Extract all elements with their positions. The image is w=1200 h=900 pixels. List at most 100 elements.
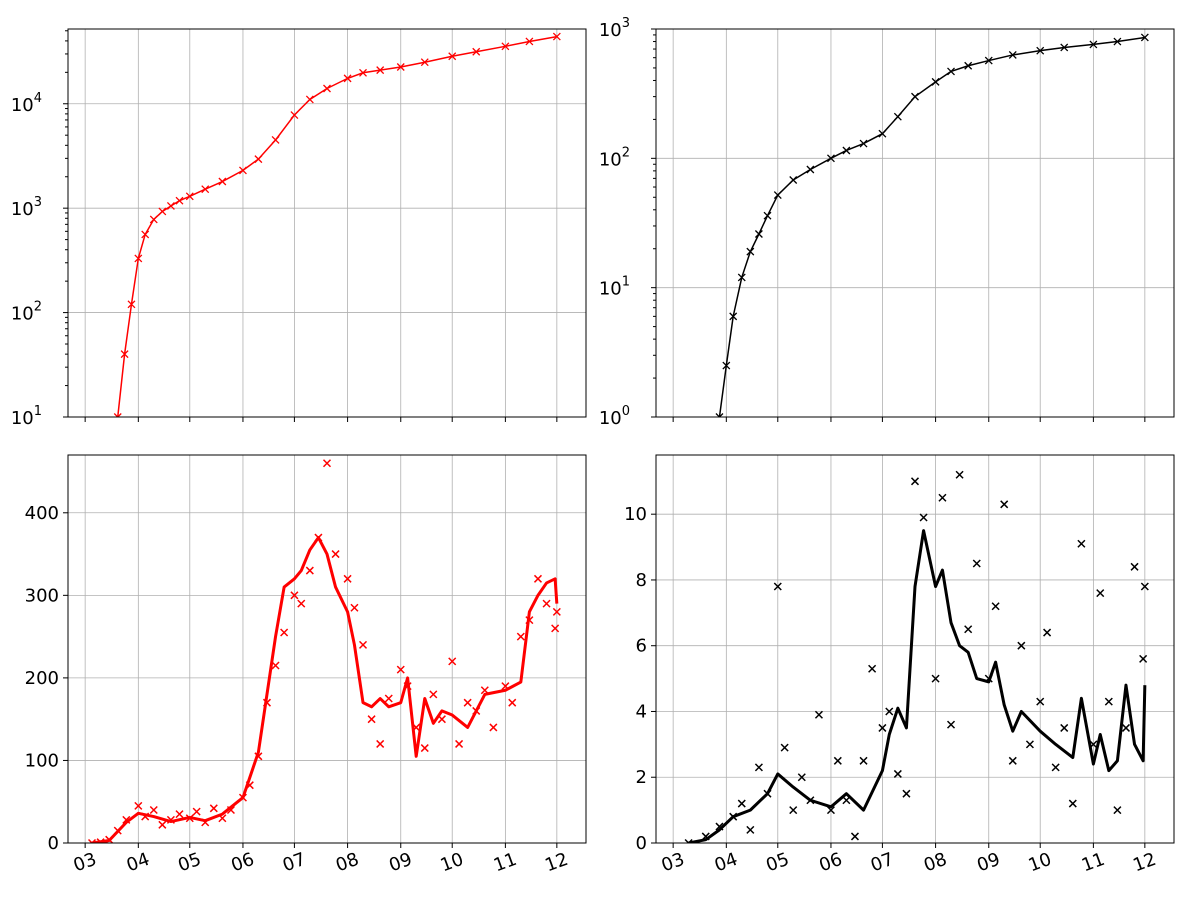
data-point-marker: [814, 710, 823, 719]
panel-bottom-right-daily: 03 04 05 06 07 08 09 10 11 12 0 2 4 6 8 10: [624, 454, 1175, 877]
y-tick-label: 10: [624, 504, 647, 525]
data-point-marker: [149, 805, 158, 815]
data-point-marker: [1089, 40, 1098, 49]
data-point-marker: [1008, 756, 1017, 765]
data-point-marker: [343, 574, 352, 583]
data-point-marker: [910, 477, 920, 486]
data-point-marker: [972, 559, 981, 568]
axes-frame: [67, 28, 587, 418]
data-point-marker: [175, 810, 184, 819]
data-point-marker: [305, 95, 314, 104]
data-point-marker: [463, 698, 472, 707]
y-tick-label: 103: [11, 195, 42, 220]
data-point-marker: [376, 739, 385, 748]
x-tick-label: 06: [816, 849, 845, 877]
x-tick-label: 03: [71, 849, 100, 877]
y-tick-label: 0: [636, 833, 647, 854]
data-point-marker: [489, 723, 498, 732]
data-point-marker: [141, 230, 150, 239]
data-point-marker: [773, 582, 782, 591]
data-point-marker: [1008, 50, 1017, 59]
x-tick-label: 09: [386, 849, 415, 877]
panel-bottom-left-daily: 03 04 05 06 07 08 09 10 11 12 0 100 200 300 400: [25, 454, 587, 877]
x-tick-label: 03: [659, 849, 688, 877]
data-point-marker: [127, 300, 136, 309]
data-point-marker: [455, 739, 464, 748]
data-point-marker: [120, 350, 129, 359]
data-point-marker: [359, 68, 367, 77]
data-point-marker: [516, 632, 525, 641]
data-point-marker: [715, 413, 724, 417]
data-point-marker: [991, 602, 1000, 611]
rolling-average-line: [688, 529, 1147, 843]
y-tick-label: 100: [25, 750, 59, 771]
data-point-marker: [946, 720, 956, 729]
data-point-marker: [87, 838, 97, 843]
data-point-marker: [893, 112, 902, 121]
data-point-marker: [343, 74, 352, 83]
data-point-marker: [238, 166, 247, 175]
y-tick-label: 6: [636, 636, 647, 657]
x-tick-label: 05: [175, 849, 204, 877]
data-point-marker: [552, 32, 561, 41]
y-tick-label: 0: [48, 833, 59, 854]
data-point-marker: [297, 599, 306, 608]
data-point-marker: [826, 154, 835, 163]
data-point-marker: [134, 254, 143, 263]
data-point-marker: [149, 215, 158, 224]
y-tick-label: 102: [11, 300, 42, 325]
panel-top-right-cumulative-log: 100 101 102 103: [599, 16, 1175, 429]
data-point-marker: [842, 146, 851, 155]
data-point-marker: [859, 139, 868, 148]
y-tick-label: 300: [25, 585, 59, 606]
data-point-marker: [833, 756, 842, 765]
data-point-marker: [1096, 589, 1105, 598]
data-point-marker: [271, 661, 280, 670]
data-point-marker: [1113, 37, 1122, 46]
data-point-marker: [746, 247, 755, 256]
data-point-marker: [938, 493, 947, 502]
data-point-marker: [1077, 539, 1086, 548]
axes-frame: [67, 454, 587, 844]
x-tick-label: 12: [542, 849, 571, 877]
data-point-marker: [158, 207, 167, 216]
data-point-marker: [323, 84, 331, 93]
data-point-marker: [1060, 723, 1069, 732]
data-point-marker: [209, 804, 218, 813]
data-point-marker: [280, 628, 289, 637]
data-point-marker: [1000, 500, 1009, 509]
data-point-marker: [919, 513, 928, 522]
y-tick-label: 2: [636, 767, 647, 788]
data-point-marker: [789, 806, 798, 815]
data-point-marker: [448, 657, 457, 666]
data-point-marker: [1017, 641, 1026, 650]
data-point-marker: [134, 801, 143, 810]
data-point-marker: [1140, 582, 1149, 591]
data-point-marker: [367, 715, 376, 724]
data-point-marker: [271, 136, 280, 144]
y-tick-label: 101: [599, 275, 630, 300]
data-point-marker: [806, 165, 815, 174]
data-point-marker: [902, 789, 911, 798]
data-point-marker: [322, 459, 332, 468]
data-point-marker: [533, 574, 543, 583]
data-point-marker: [185, 192, 194, 201]
data-point-marker: [218, 177, 227, 186]
y-tick-label: 100: [599, 404, 630, 429]
x-tick-label: 05: [763, 849, 792, 877]
data-point-marker: [448, 52, 457, 61]
data-point-marker: [885, 707, 894, 716]
data-point-marker: [947, 67, 955, 76]
data-point-marker: [763, 211, 772, 220]
data-point-marker: [175, 196, 184, 205]
data-point-marker: [542, 599, 551, 608]
y-tick-label: 101: [11, 404, 42, 429]
data-point-marker: [290, 111, 299, 119]
data-point-marker: [1068, 799, 1077, 808]
data-point-marker: [737, 273, 746, 282]
data-point-marker: [773, 191, 782, 200]
data-point-marker: [931, 77, 940, 86]
x-tick-label: 04: [712, 849, 741, 877]
data-point-marker: [396, 63, 405, 71]
